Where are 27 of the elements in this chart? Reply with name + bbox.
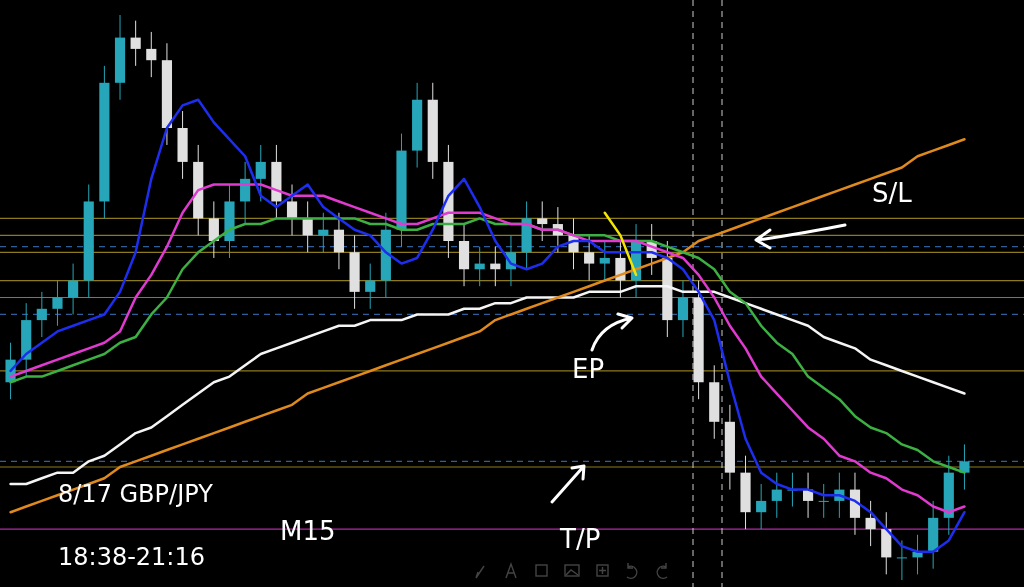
- candlestick: [52, 280, 63, 327]
- candlestick: [68, 263, 79, 315]
- candlestick: [584, 234, 595, 282]
- candlestick: [333, 212, 345, 270]
- annotation: S/L: [872, 178, 913, 208]
- candlestick: [615, 240, 626, 298]
- annotation: 8/17 GBP/JPY: [58, 480, 214, 508]
- candlestick: [959, 443, 970, 491]
- candlestick: [771, 472, 782, 519]
- annotation: 18:38-21:16: [58, 543, 205, 571]
- candlestick: [255, 144, 266, 202]
- annotation: EP: [572, 354, 605, 384]
- candlestick: [146, 31, 157, 78]
- candlestick: [896, 539, 907, 581]
- candlestick: [818, 483, 829, 519]
- candlestick: [130, 20, 141, 67]
- candlestick: [365, 263, 376, 310]
- candlestick: [756, 483, 767, 530]
- candlestick: [537, 200, 548, 242]
- candlestick: [286, 184, 298, 236]
- candlestick: [865, 500, 876, 547]
- candlestick: [677, 280, 689, 338]
- candlestick: [599, 240, 610, 282]
- candlestick: [36, 291, 47, 338]
- annotation: T/P: [559, 524, 601, 554]
- annotation: M15: [280, 516, 336, 546]
- candlestick: [208, 200, 219, 259]
